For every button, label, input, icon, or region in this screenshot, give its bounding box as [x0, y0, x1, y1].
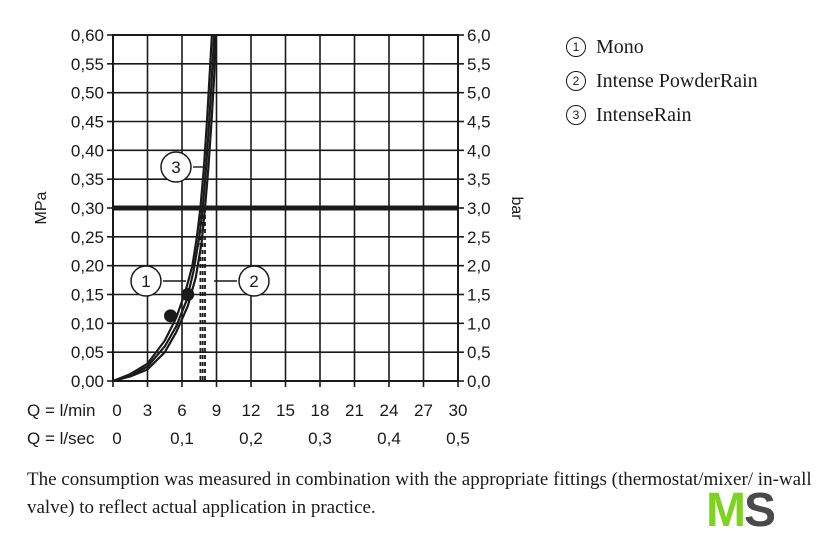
y-tick-right-10: 5,0: [467, 84, 491, 103]
x-tick-1-3: 0,3: [308, 429, 332, 448]
y-tick-right-1: 0,5: [467, 343, 491, 362]
chart-legend: 1 Mono 2 Intense PowderRain 3 IntenseRain: [566, 30, 758, 132]
y-tick-left-3: 0,15: [71, 286, 104, 305]
y-tick-right-9: 4,5: [467, 113, 491, 132]
y-tick-right-11: 5,5: [467, 55, 491, 74]
legend-label-1: Mono: [596, 36, 644, 58]
callout-label-1: 1: [141, 272, 150, 291]
x-tick-0-8: 24: [380, 401, 399, 420]
y-tick-left-4: 0,20: [71, 257, 104, 276]
callout-circle-1: [130, 265, 162, 297]
y-tick-right-6: 3,0: [467, 199, 491, 218]
x-tick-0-1: 3: [143, 401, 152, 420]
y-tick-right-8: 4,0: [467, 141, 491, 160]
x-tick-1-0: 0: [112, 429, 121, 448]
legend-marker-2: 2: [566, 71, 586, 91]
y-tick-right-4: 2,0: [467, 257, 491, 276]
callout-circle-3: [160, 151, 192, 183]
x-tick-0-3: 9: [212, 401, 221, 420]
x-tick-0-10: 30: [449, 401, 468, 420]
y-tick-right-5: 2,5: [467, 228, 491, 247]
y-tick-right-0: 0,0: [467, 372, 491, 391]
y-tick-left-6: 0,30: [71, 199, 104, 218]
legend-item-2: 2 Intense PowderRain: [566, 64, 758, 98]
y-tick-left-10: 0,50: [71, 84, 104, 103]
legend-item-3: 3 IntenseRain: [566, 98, 758, 132]
x-row-label-1: Q = l/sec: [27, 429, 95, 448]
y-tick-left-2: 0,10: [71, 314, 104, 333]
y-tick-left-0: 0,00: [71, 372, 104, 391]
chart-labels: 0,000,050,100,150,200,250,300,350,400,45…: [27, 26, 525, 448]
chart-curves: 1 2 3: [112, 34, 458, 383]
series-line-2: [112, 34, 217, 383]
x-tick-1-5: 0,5: [446, 429, 470, 448]
caption-text: The consumption was measured in combinat…: [27, 469, 812, 518]
curve-marker-0: [164, 309, 177, 323]
flow-pressure-chart: 1 23 0,000,050,100,150,200,250,300,350,40…: [27, 26, 525, 448]
x-tick-0-6: 18: [311, 401, 330, 420]
x-tick-0-7: 21: [345, 401, 364, 420]
series-line-3: [112, 34, 213, 383]
legend-marker-1: 1: [566, 37, 586, 57]
y-tick-left-12: 0,60: [71, 26, 104, 45]
callout-circle-2: [238, 265, 270, 297]
x-tick-0-9: 27: [414, 401, 433, 420]
series-line-1: [112, 34, 216, 383]
x-row-label-0: Q = l/min: [27, 401, 96, 420]
y-tick-right-3: 1,5: [467, 286, 491, 305]
y-tick-left-8: 0,40: [71, 141, 104, 160]
y-axis-title-left: MPa: [33, 191, 50, 224]
legend-label-2: Intense PowderRain: [596, 70, 758, 92]
y-tick-right-7: 3,5: [467, 170, 491, 189]
chart-grid: [107, 34, 464, 387]
x-tick-0-0: 0: [112, 401, 121, 420]
callout-label-3: 3: [171, 158, 180, 177]
x-tick-1-4: 0,4: [377, 429, 401, 448]
y-tick-left-1: 0,05: [71, 343, 104, 362]
x-tick-0-4: 12: [242, 401, 261, 420]
y-axis-title-right: bar: [508, 196, 525, 220]
curve-marker-1: [181, 288, 195, 301]
y-tick-left-9: 0,45: [71, 113, 104, 132]
legend-label-3: IntenseRain: [596, 104, 692, 126]
y-tick-left-5: 0,25: [71, 228, 104, 247]
x-tick-0-2: 6: [177, 401, 186, 420]
y-tick-left-7: 0,35: [71, 170, 104, 189]
legend-item-1: 1 Mono: [566, 30, 758, 64]
x-tick-1-2: 0,2: [239, 429, 263, 448]
x-tick-0-5: 15: [276, 401, 295, 420]
y-tick-right-2: 1,0: [467, 314, 491, 333]
y-tick-right-12: 6,0: [467, 26, 491, 45]
x-tick-1-1: 0,1: [170, 429, 194, 448]
callout-label-2: 2: [249, 272, 258, 291]
logo-letter-s: S: [744, 486, 776, 532]
legend-marker-3: 3: [566, 105, 586, 125]
logo-letter-m: M: [706, 486, 746, 532]
y-tick-left-11: 0,55: [71, 55, 104, 74]
ms-logo: M S: [706, 486, 776, 532]
